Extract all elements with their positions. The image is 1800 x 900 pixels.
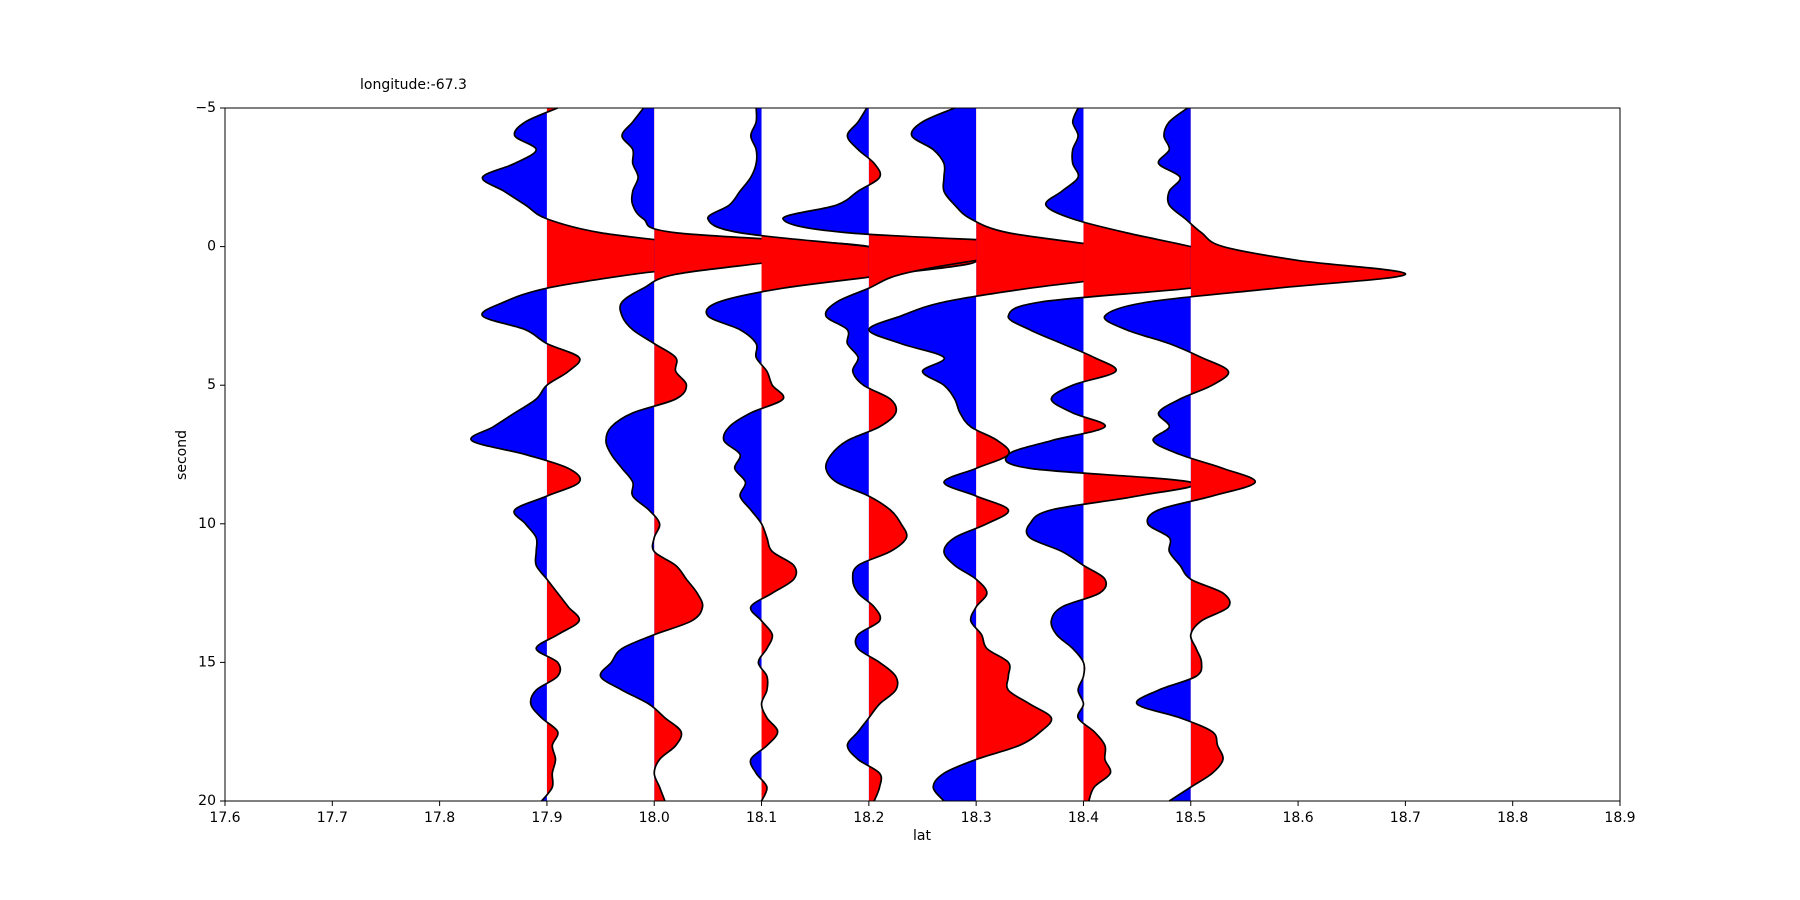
x-tick-label: 18.7 bbox=[1390, 810, 1421, 826]
negative-fill bbox=[782, 108, 869, 801]
x-tick-label: 18.6 bbox=[1282, 810, 1313, 826]
x-tick-label: 17.7 bbox=[317, 810, 348, 826]
negative-fill bbox=[706, 108, 762, 801]
trace-line bbox=[599, 107, 873, 802]
trace-line bbox=[867, 107, 1172, 802]
negative-fill bbox=[1104, 108, 1191, 801]
trace-line bbox=[705, 107, 978, 802]
trace-line bbox=[1103, 107, 1407, 802]
chart-title: longitude:-67.3 bbox=[360, 77, 467, 93]
x-tick-label: 18.9 bbox=[1604, 810, 1635, 826]
x-tick-label: 18.8 bbox=[1497, 810, 1528, 826]
x-tick-label: 18.5 bbox=[1175, 810, 1206, 826]
x-tick-label: 17.9 bbox=[531, 810, 562, 826]
negative-fill bbox=[600, 108, 655, 708]
x-tick-label: 18.1 bbox=[746, 810, 777, 826]
x-tick-label: 18.0 bbox=[639, 810, 670, 826]
y-tick-label: −5 bbox=[195, 100, 216, 116]
plot-frame bbox=[224, 107, 1621, 802]
trace-line bbox=[470, 107, 745, 802]
x-tick-label: 17.8 bbox=[424, 810, 455, 826]
x-axis-label: lat bbox=[913, 828, 931, 844]
x-tick-label: 17.6 bbox=[209, 810, 240, 826]
trace-line bbox=[1004, 107, 1301, 802]
positive-fill bbox=[976, 108, 1171, 801]
trace-line bbox=[782, 107, 1088, 802]
y-tick-label: 10 bbox=[198, 516, 216, 532]
y-tick-label: 0 bbox=[207, 239, 216, 255]
y-tick-label: 20 bbox=[198, 793, 216, 809]
positive-fill bbox=[1083, 222, 1300, 801]
y-tick-label: 15 bbox=[198, 654, 216, 670]
negative-fill bbox=[470, 108, 547, 801]
y-axis-label: second bbox=[174, 430, 190, 480]
x-tick-label: 18.2 bbox=[853, 810, 884, 826]
negative-fill bbox=[868, 108, 977, 801]
negative-fill bbox=[1005, 108, 1084, 801]
x-tick-label: 18.3 bbox=[961, 810, 992, 826]
x-tick-label: 18.4 bbox=[1068, 810, 1099, 826]
y-tick-label: 5 bbox=[207, 377, 216, 393]
positive-fill bbox=[546, 108, 744, 795]
